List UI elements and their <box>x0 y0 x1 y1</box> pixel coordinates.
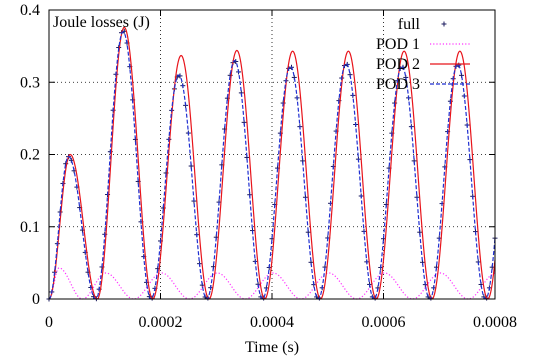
y-tick-label: 0.3 <box>20 74 40 91</box>
series-group <box>46 26 498 302</box>
legend-item-full: full <box>398 16 447 33</box>
series-line-pod-2 <box>48 26 496 300</box>
legend-item-pod-1: POD 1 <box>376 36 470 53</box>
legend-item-pod-3: POD 3 <box>376 76 470 93</box>
x-tick-label: 0.0002 <box>139 314 183 331</box>
x-tick-label: 0.0004 <box>250 314 294 331</box>
y-tick-label: 0.4 <box>20 2 40 19</box>
x-tick-label: 0 <box>45 314 53 331</box>
legend-label: POD 1 <box>376 36 420 53</box>
x-axis-label: Time (s) <box>245 339 299 356</box>
legend-label: POD 2 <box>376 56 420 73</box>
series-line-pod-3 <box>48 31 496 300</box>
x-tick-label: 0.0008 <box>473 314 517 331</box>
legend: full POD 1 POD 2 POD 3 <box>376 16 470 93</box>
legend-label: POD 3 <box>376 76 420 93</box>
y-tick-label: 0.2 <box>20 147 40 164</box>
chart-title: Joule losses (J) <box>53 14 150 31</box>
y-tick-label: 0 <box>32 291 40 308</box>
x-tick-label: 0.0006 <box>362 314 406 331</box>
legend-label: full <box>398 16 421 33</box>
y-tick-label: 0.1 <box>20 219 40 236</box>
legend-item-pod-2: POD 2 <box>376 56 470 73</box>
axis-ticks: 0 0.0002 0.0004 0.0006 0.0008 0 0.1 0.2 0.3 0.4 <box>20 2 517 331</box>
